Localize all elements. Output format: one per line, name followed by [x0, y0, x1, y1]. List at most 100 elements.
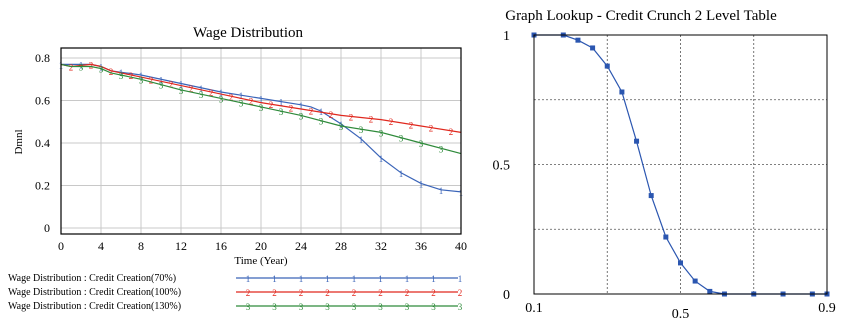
- legend-marker: 2: [405, 288, 410, 298]
- x-tick-label: 28: [335, 239, 347, 253]
- legend-marker: 2: [431, 288, 436, 298]
- x-tick-label: 8: [138, 239, 144, 253]
- series-marker-2: 2: [69, 63, 74, 73]
- lookup-chart-frame: [533, 34, 828, 295]
- series-marker-3: 3: [359, 125, 364, 135]
- lookup-chart-grid: [534, 35, 827, 294]
- legend-marker: 2: [299, 288, 304, 298]
- series-marker-1: 1: [359, 135, 364, 145]
- series-line-3: [60, 63, 462, 155]
- legend-marker: 2: [246, 288, 251, 298]
- lookup-point: [707, 288, 713, 294]
- legend-label: Wage Distribution : Credit Creation(70%): [8, 273, 176, 284]
- series-marker-1: 1: [399, 169, 404, 179]
- legend-marker: 1: [246, 274, 251, 284]
- series-marker-3: 3: [219, 94, 224, 104]
- series-marker-3: 3: [379, 128, 384, 138]
- y-tick-label: 0.8: [35, 51, 50, 65]
- y-tick-label: 0.6: [35, 94, 50, 108]
- legend-marker: 1: [352, 274, 357, 284]
- lookup-point: [604, 63, 610, 69]
- x-tick-label: 24: [295, 239, 307, 253]
- wage-chart-x-axis-label: Time (Year): [234, 255, 288, 267]
- series-marker-2: 2: [449, 127, 454, 137]
- series-marker-2: 2: [389, 117, 394, 127]
- legend-marker: 2: [458, 288, 463, 298]
- x-tick-label: 0: [58, 239, 64, 253]
- lookup-point: [692, 278, 698, 284]
- x-tick-label: 40: [455, 239, 467, 253]
- series-marker-3: 3: [399, 134, 404, 144]
- x-tick-label: 0.9: [818, 301, 836, 316]
- series-marker-3: 3: [299, 111, 304, 121]
- lookup-point: [634, 138, 640, 144]
- wage-chart-frame: [60, 47, 462, 235]
- series-marker-3: 3: [239, 99, 244, 109]
- x-tick-label: 0.5: [672, 307, 690, 322]
- wage-chart-y-axis-label: Dmnl: [13, 129, 25, 154]
- legend-label: Wage Distribution : Credit Creation(130%…: [8, 301, 181, 312]
- series-marker-2: 2: [229, 92, 234, 102]
- legend-marker: 2: [352, 288, 357, 298]
- wage-chart-grid: [61, 48, 461, 234]
- legend-marker: 1: [378, 274, 383, 284]
- series-marker-3: 3: [139, 75, 144, 85]
- series-marker-2: 2: [169, 80, 174, 90]
- x-tick-label: 32: [375, 239, 387, 253]
- series-marker-1: 1: [179, 80, 184, 90]
- series-marker-3: 3: [319, 117, 324, 127]
- series-marker-1: 1: [219, 88, 224, 98]
- series-marker-1: 1: [139, 71, 144, 81]
- lookup-point: [648, 193, 654, 199]
- x-tick-label: 12: [175, 239, 187, 253]
- series-marker-2: 2: [109, 67, 114, 77]
- lookup-chart-title: Graph Lookup - Credit Crunch 2 Level Tab…: [505, 8, 777, 24]
- x-tick-label: 16: [215, 239, 227, 253]
- legend-marker: 3: [299, 302, 304, 312]
- series-line-2: [60, 63, 462, 133]
- wage-chart-y-ticks: 0 0.2 0.4 0.6 0.8: [35, 51, 50, 235]
- legend-label: Wage Distribution : Credit Creation(100%…: [8, 287, 181, 298]
- lookup-point: [663, 234, 669, 240]
- x-tick-label: 36: [415, 239, 427, 253]
- series-marker-2: 2: [289, 103, 294, 113]
- y-tick-label: 0: [44, 221, 50, 235]
- series-marker-3: 3: [339, 122, 344, 132]
- series-marker-3: 3: [119, 71, 124, 81]
- series-marker-2: 2: [429, 124, 434, 134]
- series-marker-2: 2: [89, 60, 94, 70]
- series-marker-1: 1: [339, 120, 344, 130]
- series-marker-1: 1: [259, 94, 264, 104]
- legend-marker: 3: [246, 302, 251, 312]
- legend-marker: 2: [272, 288, 277, 298]
- wage-chart-legend: Wage Distribution : Credit Creation(70%)…: [8, 273, 463, 312]
- legend-marker: 1: [299, 274, 304, 284]
- y-tick-label: 0: [503, 288, 510, 303]
- x-tick-label: 4: [98, 239, 104, 253]
- series-marker-1: 1: [299, 101, 304, 111]
- legend-marker: 1: [325, 274, 330, 284]
- series-marker-1: 1: [439, 186, 444, 196]
- series-marker-1: 1: [379, 154, 384, 164]
- lookup-chart-x-ticks: 0.1 0.5 0.9: [525, 301, 836, 322]
- lookup-chart-y-ticks: 00.51: [493, 29, 511, 303]
- series-marker-2: 2: [249, 97, 254, 107]
- wage-chart-x-ticks: 0 4 8 12 16 20 24 28 32 36 40: [58, 239, 467, 253]
- legend-marker: 1: [405, 274, 410, 284]
- x-tick-label: 20: [255, 239, 267, 253]
- legend-marker: 3: [378, 302, 383, 312]
- lookup-point: [575, 37, 581, 43]
- lookup-point: [619, 89, 625, 95]
- series-marker-3: 3: [259, 103, 264, 113]
- series-marker-3: 3: [419, 139, 424, 149]
- series-marker-2: 2: [149, 75, 154, 85]
- series-marker-2: 2: [409, 120, 414, 130]
- y-tick-label: 0.2: [35, 179, 50, 193]
- series-marker-2: 2: [129, 71, 134, 81]
- legend-marker: 3: [431, 302, 436, 312]
- series-marker-2: 2: [309, 107, 314, 117]
- series-marker-2: 2: [189, 84, 194, 94]
- legend-marker: 2: [378, 288, 383, 298]
- legend-marker: 3: [352, 302, 357, 312]
